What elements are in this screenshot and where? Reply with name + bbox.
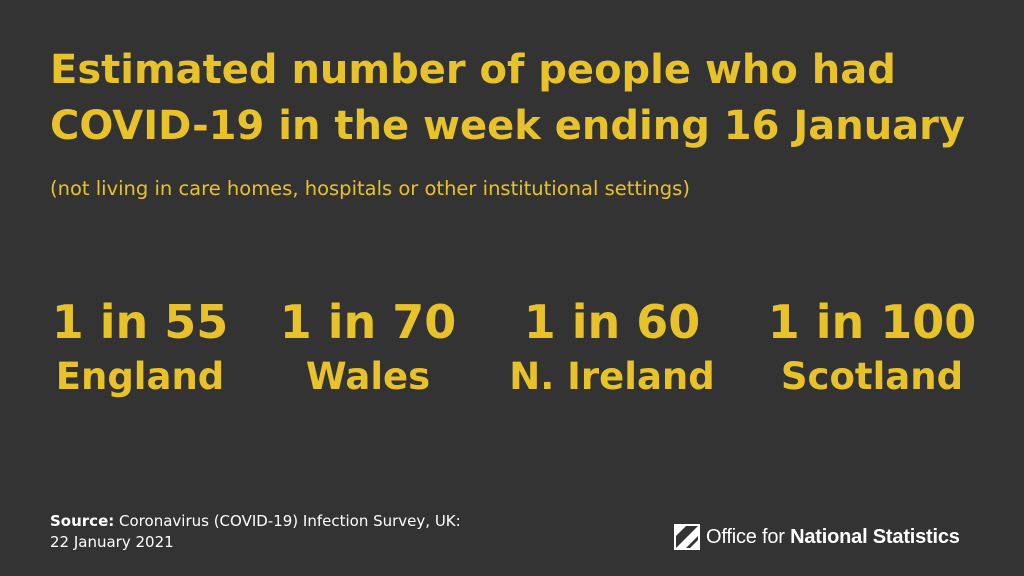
stat-northern-ireland: 1 in 60 N. Ireland bbox=[492, 290, 732, 400]
source-note: Source: Coronavirus (COVID-19) Infection… bbox=[50, 511, 570, 553]
source-label: Source: bbox=[50, 512, 115, 530]
stat-value: 1 in 70 bbox=[279, 295, 457, 349]
stat-region: England bbox=[55, 355, 225, 398]
stat-wales: 1 in 70 Wales bbox=[268, 290, 468, 400]
stat-scotland: 1 in 100 Scotland bbox=[752, 290, 992, 400]
source-date: 22 January 2021 bbox=[50, 533, 174, 551]
stat-region: Wales bbox=[305, 355, 431, 398]
ons-logo-text: Office for National Statistics bbox=[706, 522, 960, 552]
logo-bold: National Statistics bbox=[790, 526, 960, 548]
stat-region: N. Ireland bbox=[509, 355, 715, 398]
stat-england: 1 in 55 England bbox=[40, 290, 240, 400]
stat-value: 1 in 60 bbox=[523, 295, 701, 349]
ons-logo-icon bbox=[674, 524, 700, 550]
stat-region: Scotland bbox=[780, 355, 964, 398]
page-title: Estimated number of people who had COVID… bbox=[50, 47, 965, 149]
stats-row: 1 in 55 England 1 in 70 Wales 1 in 60 N.… bbox=[0, 290, 1024, 410]
ons-logo: Office for National Statistics bbox=[674, 522, 960, 552]
stat-value: 1 in 100 bbox=[767, 295, 977, 349]
source-text: Coronavirus (COVID-19) Infection Survey,… bbox=[119, 512, 461, 530]
logo-prefix: Office for bbox=[706, 526, 791, 548]
page-subtitle: (not living in care homes, hospitals or … bbox=[50, 177, 690, 200]
stat-value: 1 in 55 bbox=[51, 295, 229, 349]
